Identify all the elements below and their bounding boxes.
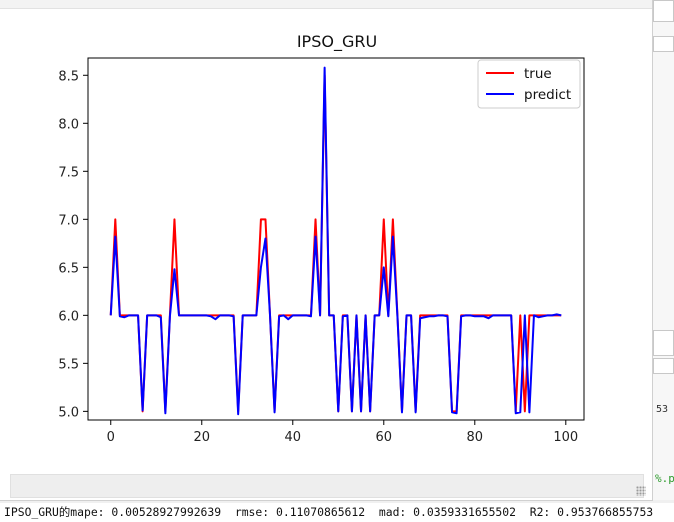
x-axis: 0 20 40 60 80 100: [107, 420, 578, 445]
y-axis: 5.0 5.5 6.0 6.5 7.0 7.5 8.0 8.5: [58, 69, 88, 420]
legend: true predict: [477, 59, 581, 109]
chart-title: IPSO_GRU: [297, 32, 377, 52]
side-panel-clipped-code: %.p: [655, 472, 674, 485]
x-tick-label: 20: [193, 430, 210, 445]
horizontal-scrollbar[interactable]: [10, 474, 644, 498]
y-tick-label: 7.5: [58, 165, 79, 180]
side-panel-box-bottom: [653, 358, 674, 374]
console-output-line: IPSO_GRU的mape: 0.00528927992639 rmse: 0.…: [0, 503, 674, 522]
side-panel-box-top: [653, 0, 674, 22]
side-panel-box-low: [653, 330, 674, 356]
y-tick-label: 5.5: [58, 357, 79, 372]
side-panel: [653, 0, 674, 500]
side-panel-clipped-number: 53: [656, 404, 669, 415]
x-tick-label: 40: [284, 430, 301, 445]
side-panel-box-mid: [653, 36, 674, 52]
figure-window: IPSO_GRU 0 20 40 60 80 100 5.0 5.5 6.0 6.5 7.0 7.5…: [0, 0, 653, 501]
legend-predict-label: predict: [524, 87, 571, 103]
series-line-predict: [109, 66, 562, 416]
x-tick-label: 0: [107, 430, 115, 445]
series-layer: [109, 66, 562, 416]
y-tick-label: 5.0: [58, 405, 79, 420]
y-tick-label: 7.0: [58, 213, 79, 228]
y-tick-label: 6.5: [58, 261, 79, 276]
resize-grip[interactable]: [636, 486, 646, 496]
x-tick-label: 80: [467, 430, 484, 445]
window-top-bar: [0, 0, 652, 9]
legend-true-label: true: [524, 66, 552, 82]
y-tick-label: 6.0: [58, 309, 79, 324]
x-tick-label: 100: [553, 430, 578, 445]
y-tick-label: 8.5: [58, 69, 79, 84]
x-tick-label: 60: [376, 430, 393, 445]
chart: IPSO_GRU 0 20 40 60 80 100 5.0 5.5 6.0 6.5 7.0 7.5…: [58, 32, 585, 445]
y-tick-label: 8.0: [58, 117, 79, 132]
